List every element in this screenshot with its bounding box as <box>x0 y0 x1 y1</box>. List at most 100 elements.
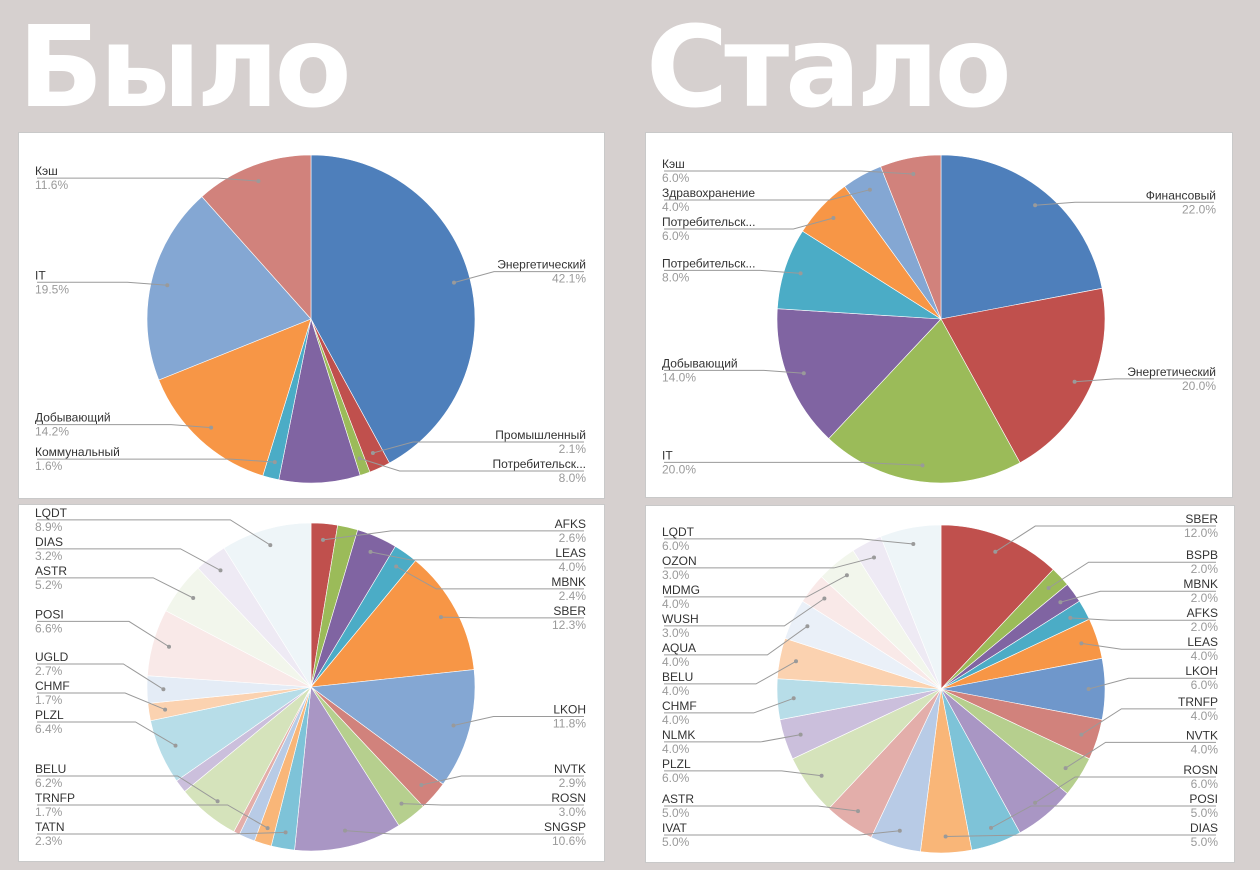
leader-dot-ozon <box>872 555 876 560</box>
slice-label-leas: LEAS <box>1187 635 1218 649</box>
slice-pct-sber: 12.0% <box>1184 526 1218 540</box>
leader-line-финансовый <box>1035 201 1214 206</box>
leader-dot-коммунальный <box>272 460 277 465</box>
leader-dot-mdmg <box>844 573 849 578</box>
slice-label-энергетический: Энергетический <box>497 258 586 272</box>
leader-line-здравохранение <box>664 189 871 201</box>
slice-label-потребительск: Потребительск... <box>493 457 586 471</box>
slice-pct-ivat: 5.0% <box>662 835 690 849</box>
leader-dot-добывающий <box>801 371 806 376</box>
leader-line-кэш <box>37 177 259 182</box>
leader-line-belu <box>664 660 797 685</box>
slice-pct-кэш: 11.6% <box>35 178 68 192</box>
slice-pct-lqdt: 8.9% <box>35 520 63 534</box>
leader-line-энергетический <box>453 271 584 284</box>
leader-line-posi <box>990 805 1216 829</box>
slice-pct-nlmk: 4.0% <box>662 742 690 756</box>
slice-label-ugld: UGLD <box>35 650 69 664</box>
leader-line-nlmk <box>664 734 801 743</box>
slice-label-trnfp: TRNFP <box>1178 695 1218 709</box>
slice-pct-добывающий: 14.2% <box>35 425 69 439</box>
slice-pct-ugld: 2.7% <box>35 664 63 678</box>
slice-pct-plzl: 6.4% <box>35 722 63 736</box>
slice-label-chmf: CHMF <box>35 679 70 693</box>
pie-chart-tickers-after: LQDT6.0%OZON3.0%MDMG4.0%WUSH3.0%AQUA4.0%… <box>662 512 1219 854</box>
leader-dot-промышленный <box>370 451 375 455</box>
leader-dot-nlmk <box>798 732 803 737</box>
leader-line-sngsp <box>344 830 584 835</box>
leader-line-belu <box>37 775 218 802</box>
leader-dot-afks <box>1068 615 1073 620</box>
pie-chart-sectors-after: Кэш6.0%Здравохранение4.0%Потребительск..… <box>662 154 1216 484</box>
slice-pct-энергетический: 42.1% <box>552 272 586 286</box>
leader-line-trnfp <box>37 804 268 829</box>
slice-pct-wush: 3.0% <box>662 626 690 640</box>
pie-slices <box>146 522 476 852</box>
slice-label-кэш: Кэш <box>35 164 58 178</box>
leader-line-потребительск <box>664 269 801 274</box>
slice-label-здравохранение: Здравохранение <box>662 186 755 200</box>
slice-label-коммунальный: Коммунальный <box>35 445 120 459</box>
pie-slice-финансовый <box>940 154 1103 320</box>
leader-line-nvtk <box>1065 741 1216 769</box>
slice-label-энергетический: Энергетический <box>1127 365 1216 379</box>
leader-dot-потребительск <box>798 271 803 276</box>
slice-pct-dias: 3.2% <box>35 549 63 563</box>
slice-pct-здравохранение: 4.0% <box>662 200 690 214</box>
leader-dot-mbnk <box>394 564 399 569</box>
leader-dot-it <box>165 283 170 288</box>
leader-dot-nvtk <box>419 783 424 787</box>
slice-label-mdmg: MDMG <box>662 583 700 597</box>
slice-pct-astr: 5.2% <box>35 578 63 592</box>
pie-slice-добывающий <box>158 318 312 477</box>
leader-line-bspb <box>1048 561 1216 589</box>
slice-pct-sber: 12.3% <box>552 618 586 632</box>
leader-line-dias <box>945 834 1216 837</box>
slice-label-posi: POSI <box>35 607 64 621</box>
slice-label-dias: DIAS <box>1190 821 1218 835</box>
leader-dot-sber <box>439 615 443 620</box>
slice-label-добывающий: Добывающий <box>662 356 738 370</box>
slice-label-rosn: ROSN <box>1183 763 1218 777</box>
leader-line-mdmg <box>664 574 848 598</box>
slice-label-aqua: AQUA <box>662 641 696 655</box>
slice-pct-ozon: 3.0% <box>662 568 690 582</box>
leader-line-ivat <box>664 830 900 836</box>
pie-slice-lqdt <box>880 524 942 690</box>
leader-dot-здравохранение <box>867 187 872 192</box>
leader-line-добывающий <box>664 369 804 374</box>
leader-dot-chmf <box>791 696 796 701</box>
leader-dot-rosn <box>1033 800 1038 805</box>
leader-dot-nvtk <box>1063 766 1068 771</box>
pie-slice-sber <box>940 524 1054 690</box>
slice-label-tatn: TATN <box>35 820 65 834</box>
leader-dot-lkoh <box>451 723 456 728</box>
leader-dot-leas <box>368 549 373 554</box>
leader-dot-dias <box>218 568 223 573</box>
pie-slice-it <box>828 318 1021 484</box>
slice-pct-потребительск: 8.0% <box>662 270 690 284</box>
leader-line-энергетический <box>1074 378 1214 383</box>
leader-dot-tatn <box>283 830 288 835</box>
leader-line-lqdt <box>37 519 271 546</box>
leader-dot-plzl <box>819 773 824 778</box>
leader-dot-plzl <box>173 743 178 748</box>
leader-dot-afks <box>321 537 325 542</box>
leader-line-wush <box>664 598 825 627</box>
pie-slice-sngsp <box>294 686 400 852</box>
slice-label-wush: WUSH <box>662 612 699 626</box>
leader-dot-belu <box>215 799 220 804</box>
pie-labels: Кэш6.0%Здравохранение4.0%Потребительск..… <box>662 157 1216 476</box>
slice-pct-потребительск: 8.0% <box>559 471 587 485</box>
slice-label-nvtk: NVTK <box>1186 728 1218 742</box>
slice-label-добывающий: Добывающий <box>35 411 111 425</box>
leader-dot-lkoh <box>1086 687 1091 691</box>
leader-line-промышленный <box>372 441 584 454</box>
slice-pct-энергетический: 20.0% <box>1182 379 1216 393</box>
slice-pct-mbnk: 2.0% <box>1191 591 1219 605</box>
leader-line-коммунальный <box>37 458 275 463</box>
leader-dot-энергетический <box>452 280 456 285</box>
leader-dot-lqdt <box>911 542 916 546</box>
